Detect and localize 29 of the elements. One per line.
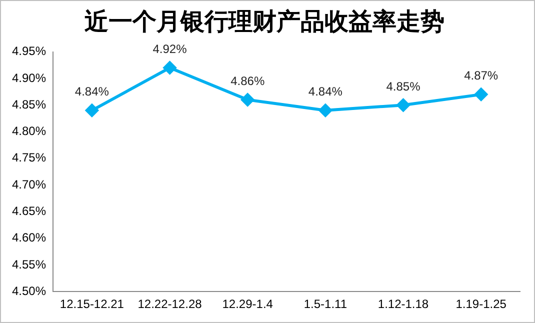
y-tick-label: 4.80% — [12, 124, 46, 138]
x-tick-label: 12.15-12.21 — [60, 297, 124, 312]
point — [85, 104, 98, 117]
chart-title: 近一个月银行理财产品收益率走势 — [84, 8, 444, 36]
data-label: 4.84% — [308, 84, 343, 99]
data-label: 4.92% — [152, 42, 188, 56]
point — [318, 104, 332, 117]
data-label: 4.87% — [464, 68, 498, 83]
y-tick-label: 4.55% — [12, 257, 46, 272]
y-tick-label: 4.50% — [12, 284, 46, 298]
data-label: 4.85% — [386, 79, 421, 94]
point — [474, 88, 488, 101]
data-label: 4.84% — [74, 84, 110, 99]
x-tick-label: 1.5-1.11 — [304, 297, 348, 312]
y-tick-label: 4.85% — [12, 97, 46, 112]
point — [241, 93, 254, 106]
data-label: 4.86% — [230, 74, 265, 88]
x-tick-label: 1.19-1.25 — [456, 297, 507, 312]
y-tick-label: 4.65% — [12, 204, 46, 218]
y-tick-label: 4.90% — [12, 70, 46, 85]
y-tick-label: 4.75% — [12, 150, 46, 165]
y-tick-label: 4.95% — [12, 44, 46, 58]
x-tick-label: 12.22-12.28 — [138, 297, 202, 312]
y-tick-label: 4.70% — [12, 177, 46, 192]
x-tick-label: 1.12-1.18 — [378, 297, 429, 312]
point — [163, 61, 176, 74]
x-tick-label: 12.29-1.4 — [222, 297, 274, 312]
point — [396, 98, 410, 112]
y-tick-label: 4.60% — [12, 230, 46, 245]
